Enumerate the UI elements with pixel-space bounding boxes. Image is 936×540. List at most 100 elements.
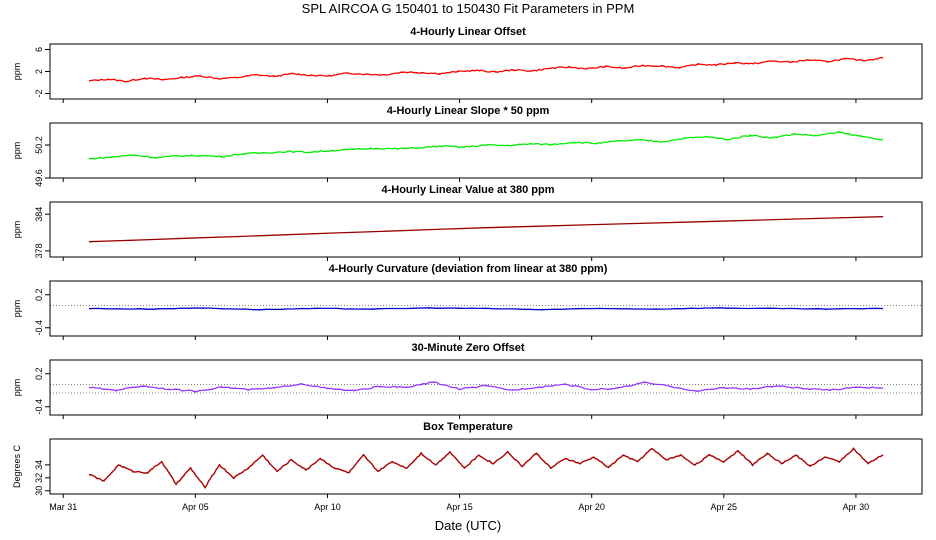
- data-point: [855, 386, 857, 388]
- x-tick-label: Apr 30: [843, 502, 870, 512]
- data-point: [247, 388, 249, 391]
- data-point: [607, 466, 610, 469]
- data-point: [333, 467, 336, 469]
- x-tick-label: Apr 10: [314, 502, 341, 512]
- data-point: [694, 464, 696, 466]
- data-point: [661, 140, 663, 143]
- data-point: [290, 458, 293, 461]
- y-axis-label: ppm: [12, 300, 22, 318]
- data-point: [348, 471, 350, 474]
- data-point: [795, 454, 797, 456]
- data-point: [154, 156, 157, 159]
- panel-title: 4-Hourly Linear Slope * 50 ppm: [387, 105, 550, 117]
- data-point: [705, 135, 708, 138]
- data-point: [309, 151, 311, 153]
- data-point: [826, 60, 828, 63]
- y-tick-label: 32: [34, 473, 44, 483]
- data-point: [463, 146, 465, 148]
- data-point: [793, 133, 796, 135]
- x-axis: Mar 31 Apr 05 Apr 10 Apr 15 Apr 20 Apr 25 Apr …: [49, 502, 869, 512]
- data-point: [494, 71, 497, 73]
- data-point: [375, 147, 377, 150]
- data-point: [194, 390, 197, 393]
- y-axis-label: ppm: [12, 221, 22, 239]
- data-point: [780, 462, 783, 465]
- data-point: [590, 388, 593, 391]
- data-point: [220, 386, 223, 388]
- data-point: [291, 72, 294, 75]
- data-point: [867, 462, 869, 465]
- y-axis-label: Degrees C: [12, 444, 22, 488]
- data-point: [254, 74, 257, 76]
- data-point: [405, 386, 408, 389]
- data-point: [737, 449, 740, 452]
- data-point: [683, 137, 685, 140]
- data-point: [521, 465, 523, 467]
- series-line: [89, 447, 883, 489]
- data-point: [217, 77, 220, 80]
- data-point: [641, 64, 644, 67]
- data-point: [168, 388, 170, 390]
- data-point: [789, 61, 791, 63]
- panel-title: 4-Hourly Linear Value at 380 ppm: [381, 184, 554, 196]
- data-point: [88, 307, 91, 310]
- data-point: [586, 67, 589, 70]
- data-point: [199, 75, 202, 77]
- data-point: [838, 460, 840, 463]
- data-point: [141, 385, 144, 387]
- data-point: [650, 447, 653, 450]
- data-point: [708, 454, 711, 456]
- data-point: [331, 149, 333, 152]
- data-point: [319, 457, 322, 460]
- data-point: [326, 387, 329, 390]
- data-point: [852, 447, 855, 450]
- data-point: [353, 390, 355, 392]
- data-point: [766, 452, 768, 455]
- data-point: [881, 454, 884, 456]
- y-axis-label: ppm: [12, 379, 22, 397]
- data-point: [236, 76, 238, 79]
- x-tick-label: Mar 31: [49, 502, 77, 512]
- data-point: [405, 467, 408, 469]
- data-point: [711, 307, 714, 309]
- data-point: [564, 383, 567, 386]
- data-point: [859, 135, 862, 137]
- data-point: [181, 76, 183, 79]
- data-point: [247, 467, 249, 469]
- plot-frame: [49, 201, 923, 258]
- data-point: [598, 307, 601, 310]
- data-point: [617, 387, 619, 389]
- y-tick-label: 378: [34, 243, 44, 258]
- data-point: [428, 307, 431, 309]
- panel-title: 4-Hourly Curvature (deviation from linea…: [329, 263, 608, 275]
- y-tick-label: 0.2: [34, 367, 44, 380]
- data-point: [751, 464, 754, 466]
- y-tick-label: 49.6: [34, 169, 44, 187]
- chart-panel: 4-Hourly Curvature (deviation from linea…: [12, 263, 923, 340]
- data-point: [477, 454, 480, 456]
- data-point: [439, 72, 441, 75]
- data-point: [809, 465, 812, 467]
- data-point: [863, 59, 865, 62]
- data-point: [175, 483, 177, 486]
- data-point: [88, 240, 91, 243]
- data-point: [310, 74, 312, 77]
- y-tick-label: -0.4: [34, 320, 44, 336]
- data-point: [346, 72, 349, 74]
- data-point: [362, 454, 365, 456]
- plot-frame: [49, 122, 923, 179]
- data-point: [88, 80, 91, 82]
- data-point: [441, 145, 443, 147]
- data-point: [723, 460, 725, 463]
- data-point: [511, 389, 514, 392]
- data-point: [749, 388, 752, 390]
- data-point: [383, 74, 386, 76]
- data-point: [88, 473, 91, 476]
- data-point: [749, 134, 752, 136]
- data-point: [485, 226, 487, 229]
- data-point: [420, 452, 422, 455]
- data-point: [132, 154, 135, 156]
- series-line: [89, 56, 883, 83]
- data-point: [276, 470, 278, 473]
